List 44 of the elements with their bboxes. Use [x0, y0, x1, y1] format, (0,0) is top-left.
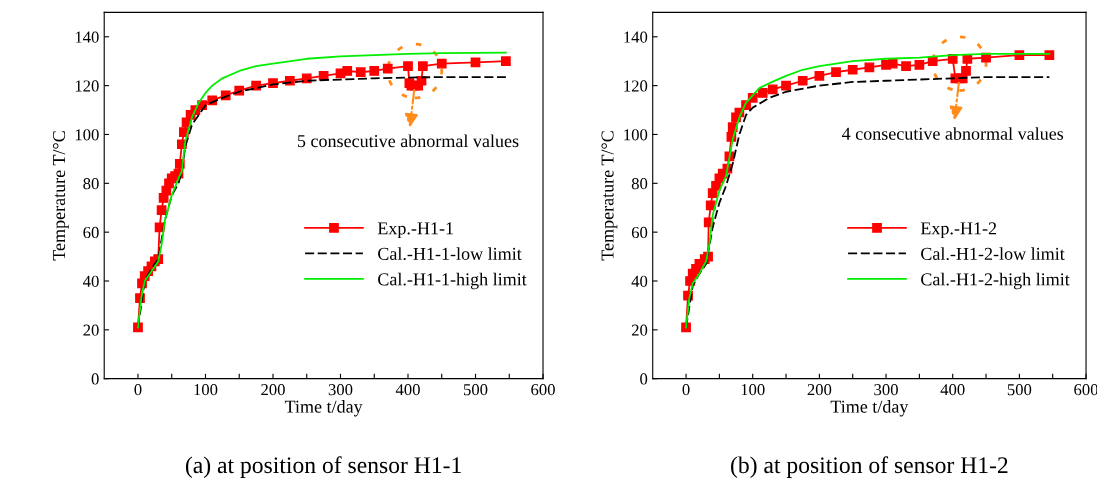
legend-label: Cal.-H1-2-low limit [921, 247, 1065, 261]
y-tick-label: 120 [624, 80, 648, 92]
legend-label: Exp.-H1-1 [377, 222, 453, 239]
x-tick-label: 500 [1007, 384, 1032, 396]
legend-label: Cal.-H1-1-low limit [378, 247, 522, 261]
legend-label: Cal.-H1-2-high limit [921, 272, 1070, 290]
x-tick-label: 600 [1074, 384, 1097, 396]
x-tick-label: 300 [328, 384, 353, 396]
annotation: 5 consecutive abnormal values [297, 134, 519, 148]
y-tick-label: 40 [83, 275, 99, 287]
y-tick-label: 0 [640, 373, 648, 385]
y-tick-label: 120 [75, 80, 99, 92]
x-tick-label: 0 [682, 384, 690, 396]
x-tick-label: 400 [395, 384, 420, 396]
x-tick-label: 0 [134, 384, 142, 396]
y-tick-label: 20 [631, 324, 648, 336]
x-tick-label: 300 [874, 384, 898, 396]
legend-label: Exp.-H1-2 [920, 222, 997, 239]
annotation: 4 consecutive abnormal values [842, 127, 1064, 140]
y-tick-label: 40 [631, 275, 648, 287]
y-axis-title: Temperature T/°C [601, 131, 618, 261]
x-tick-label: 500 [463, 384, 488, 396]
y-tick-label: 140 [75, 31, 99, 43]
text: (a) at position of sensor H1-1 [185, 456, 461, 478]
y-tick-label: 20 [83, 324, 99, 336]
x-axis-title: Time t/day [830, 400, 909, 417]
y-tick-label: 60 [83, 226, 99, 239]
y-tick-label: 100 [75, 129, 99, 141]
y-tick-label: 80 [83, 178, 99, 190]
y-tick-label: 60 [631, 226, 648, 239]
legend-label: Cal.-H1-1-high limit [378, 272, 527, 290]
x-tick-label: 200 [807, 384, 832, 396]
y-tick-label: 80 [631, 178, 648, 190]
x-tick-label: 200 [261, 384, 285, 396]
y-axis-title: Temperature T/°C [52, 131, 69, 261]
x-tick-label: 600 [531, 384, 555, 396]
x-axis-title: Time t/day [284, 400, 363, 417]
text: (b) at position of sensor H1-2 [731, 456, 1008, 478]
x-tick-label: 100 [741, 384, 765, 396]
y-tick-label: 140 [624, 31, 648, 43]
y-tick-label: 100 [624, 129, 648, 141]
y-tick-label: 0 [91, 373, 99, 385]
x-tick-label: 100 [194, 384, 218, 396]
x-tick-label: 400 [940, 384, 965, 396]
